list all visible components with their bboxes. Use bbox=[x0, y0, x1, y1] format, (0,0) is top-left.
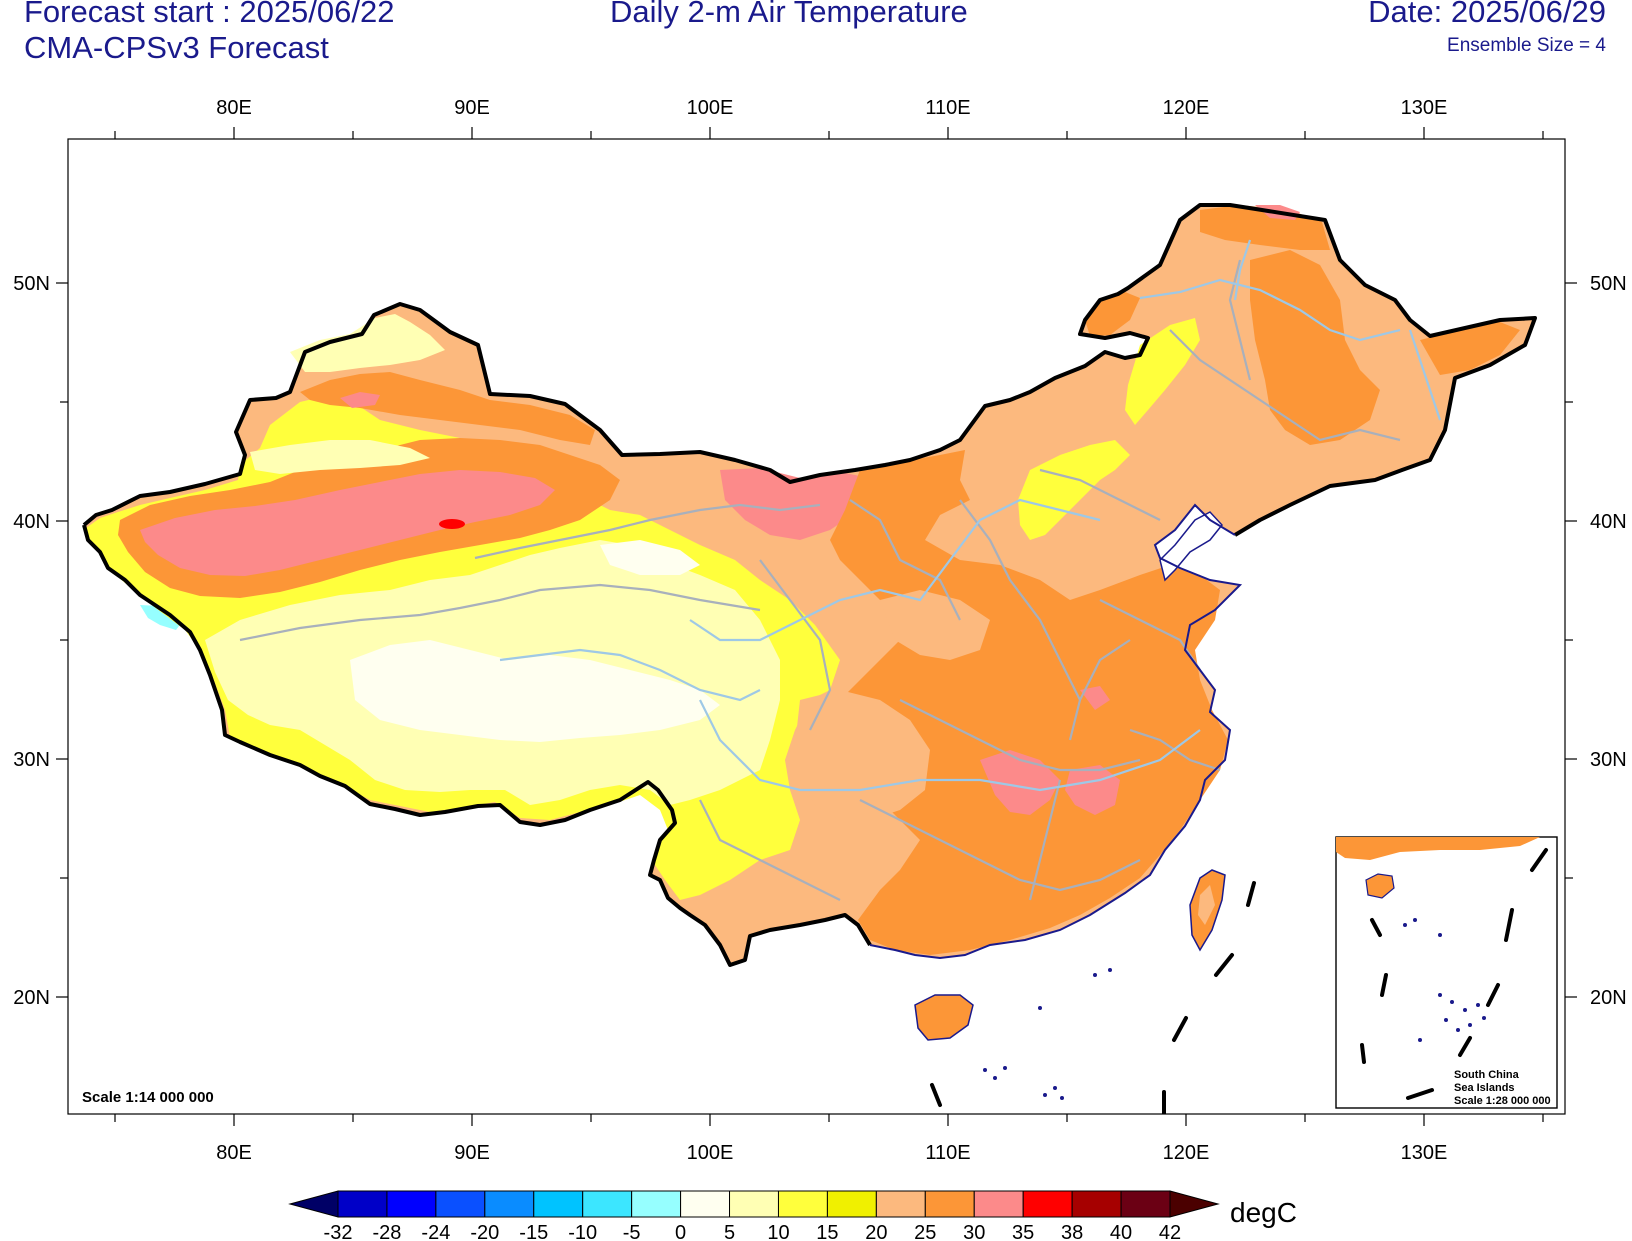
colorbar-box bbox=[631, 1190, 682, 1218]
east-warm bbox=[830, 450, 1228, 955]
south-china-sea-inset: South China Sea Islands Scale 1:28 000 0… bbox=[1335, 836, 1558, 1109]
river-lines bbox=[499, 239, 1442, 792]
forecast-start-label: Forecast start : 2025/06/22 bbox=[24, 0, 395, 29]
lon-label-top-120e: 120E bbox=[1163, 97, 1210, 119]
lat-label-left-40n: 40N bbox=[13, 511, 50, 533]
hotspot-red bbox=[439, 519, 465, 529]
colorbar-unit: degC bbox=[1230, 1197, 1297, 1228]
lat-label-left-30n: 30N bbox=[13, 749, 50, 771]
colorbar-tick-label: 42 bbox=[1159, 1222, 1181, 1241]
ensemble-size-label: Ensemble Size = 4 bbox=[1447, 35, 1606, 56]
colorbar-box bbox=[973, 1190, 1024, 1218]
colorbar-box bbox=[777, 1190, 828, 1218]
bohai-sea bbox=[1159, 511, 1223, 582]
colorbar-box bbox=[337, 1190, 388, 1218]
colorbar-tick-label: 15 bbox=[816, 1222, 838, 1241]
lon-label-bottom-90e: 90E bbox=[454, 1142, 490, 1164]
chart-title: Daily 2-m Air Temperature bbox=[610, 0, 968, 29]
dash-line bbox=[930, 881, 1256, 1114]
colorbar-tick-label: -28 bbox=[372, 1222, 401, 1241]
colorbar-box bbox=[435, 1190, 486, 1218]
colorbar-max-arrow bbox=[1169, 1190, 1220, 1218]
lat-label-right-20n: 20N bbox=[1590, 987, 1627, 1009]
colorbar-tick-label: -32 bbox=[324, 1222, 353, 1241]
shandong-hot bbox=[1080, 686, 1110, 710]
inset-scale: Scale 1:28 000 000 bbox=[1454, 1095, 1551, 1107]
colorbar-tick-label: -10 bbox=[568, 1222, 597, 1241]
colorbar-box bbox=[875, 1190, 926, 1218]
cold-patch bbox=[140, 605, 182, 630]
colorbar-tick-label: 5 bbox=[724, 1222, 735, 1241]
ne-east-warm bbox=[1420, 322, 1520, 375]
hainan-island bbox=[914, 994, 974, 1041]
lon-label-bottom-100e: 100E bbox=[687, 1142, 734, 1164]
colorbar-box bbox=[826, 1190, 877, 1218]
province-borders bbox=[239, 259, 1401, 901]
lon-label-bottom-120e: 120E bbox=[1163, 1142, 1210, 1164]
colorbar-box bbox=[582, 1190, 633, 1218]
colorbar-tick-label: 38 bbox=[1061, 1222, 1083, 1241]
colorbar-tick-label: 30 bbox=[963, 1222, 985, 1241]
colorbar-box bbox=[924, 1190, 975, 1218]
plateau-core bbox=[350, 640, 720, 742]
colorbar-box bbox=[1071, 1190, 1122, 1218]
ne-warm-core bbox=[1250, 250, 1380, 445]
loess-mild bbox=[880, 590, 990, 660]
taiwan-mild bbox=[1198, 885, 1215, 925]
lon-label-top-110e: 110E bbox=[925, 97, 970, 119]
colorbar-tick-label: 25 bbox=[914, 1222, 936, 1241]
forecast-date-label: Date: 2025/06/29 bbox=[1368, 0, 1606, 29]
lon-label-top-130e: 130E bbox=[1401, 97, 1448, 119]
sea-islands-dots bbox=[983, 968, 1112, 1100]
colorbar-tick-label: -5 bbox=[623, 1222, 641, 1241]
lon-label-top-100e: 100E bbox=[687, 97, 734, 119]
lon-label-bottom-80e: 80E bbox=[216, 1142, 252, 1164]
plateau-core-2 bbox=[600, 540, 700, 575]
tianshan-pale bbox=[250, 440, 430, 474]
coastline bbox=[869, 503, 1243, 960]
lon-label-top-90e: 90E bbox=[454, 97, 490, 119]
tarim-hot-core bbox=[140, 470, 555, 576]
colorbar-box bbox=[729, 1190, 779, 1218]
lat-label-left-20n: 20N bbox=[13, 987, 50, 1009]
lon-label-bottom-110e: 110E bbox=[925, 1142, 970, 1164]
colorbar: -32 -28 -24 -20 -15 -10 -5 0 5 10 15 20 25 30 35 38 40 42 bbox=[288, 1190, 1220, 1241]
colorbar-box bbox=[533, 1190, 584, 1218]
national-border-south bbox=[82, 524, 872, 967]
axis-ticks bbox=[56, 127, 1577, 1126]
national-border bbox=[82, 203, 1537, 537]
altai-pale bbox=[290, 314, 445, 372]
colorbar-box bbox=[386, 1190, 437, 1218]
lat-label-right-40n: 40N bbox=[1590, 511, 1627, 533]
lon-label-bottom-130e: 130E bbox=[1401, 1142, 1448, 1164]
colorbar-box bbox=[680, 1190, 731, 1218]
colorbar-box bbox=[484, 1190, 535, 1218]
lat-label-right-50n: 50N bbox=[1590, 273, 1627, 295]
colorbar-tick-label: 40 bbox=[1110, 1222, 1132, 1241]
colorbar-tick-label: 10 bbox=[767, 1222, 789, 1241]
sichuan-mild bbox=[795, 690, 930, 820]
inset-title-line1: South China bbox=[1454, 1069, 1520, 1081]
central-hot bbox=[980, 750, 1060, 815]
colorbar-tick-label: 35 bbox=[1012, 1222, 1034, 1241]
inset-title-line2: Sea Islands bbox=[1454, 1082, 1515, 1094]
colorbar-tick-label: -20 bbox=[470, 1222, 499, 1241]
lat-label-right-30n: 30N bbox=[1590, 749, 1627, 771]
colorbar-tick-label: -24 bbox=[421, 1222, 450, 1241]
colorbar-tick-label: -15 bbox=[519, 1222, 548, 1241]
colorbar-tick-label: 20 bbox=[865, 1222, 887, 1241]
lon-label-top-80e: 80E bbox=[216, 97, 252, 119]
colorbar-min-arrow bbox=[288, 1190, 339, 1218]
hexi-hot bbox=[720, 468, 870, 540]
model-label: CMA-CPSv3 Forecast bbox=[24, 30, 329, 65]
lat-label-left-50n: 50N bbox=[13, 273, 50, 295]
colorbar-box bbox=[1022, 1190, 1073, 1218]
dzungaria-warm bbox=[300, 372, 595, 445]
colorbar-box bbox=[1120, 1190, 1171, 1218]
ne-yellow-belt bbox=[1018, 440, 1130, 540]
dzungaria-hot bbox=[340, 392, 380, 408]
map-scale-label: Scale 1:14 000 000 bbox=[82, 1089, 214, 1106]
colorbar-tick-label: 0 bbox=[675, 1222, 686, 1241]
